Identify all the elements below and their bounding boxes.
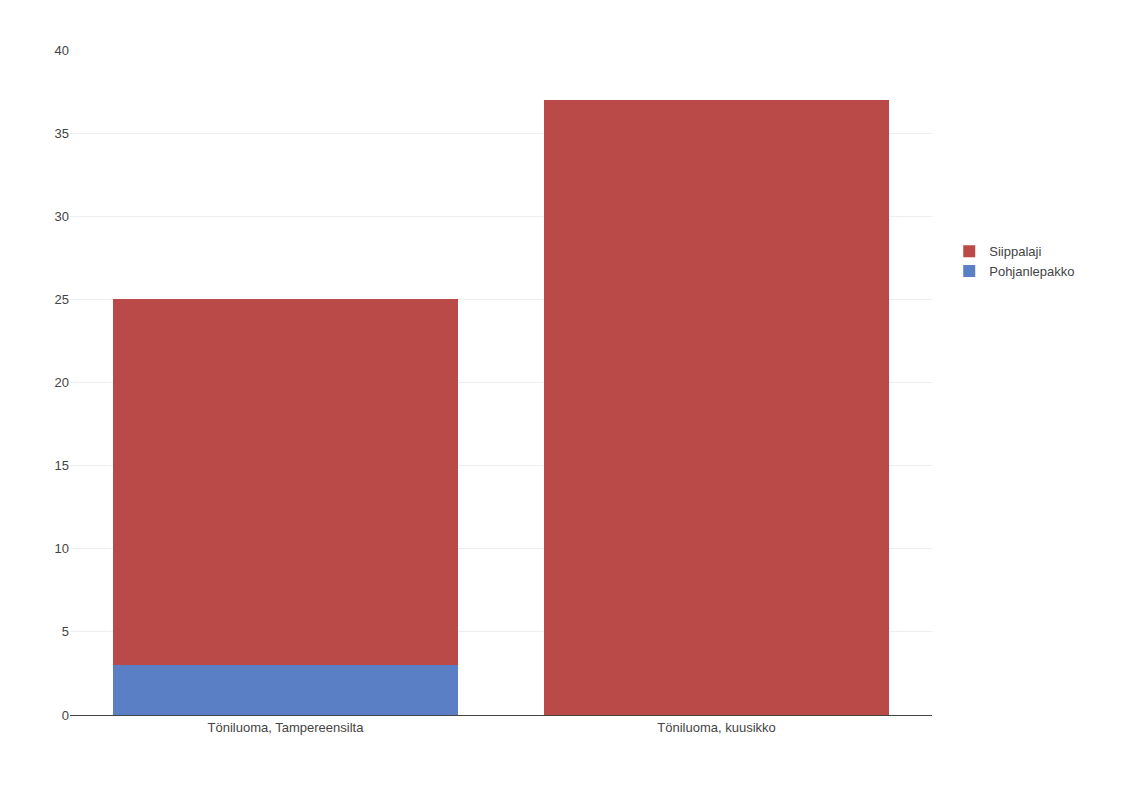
svg-text:20: 20	[55, 375, 69, 390]
svg-text:40: 40	[55, 43, 69, 58]
svg-text:Töniluoma, kuusikko: Töniluoma, kuusikko	[657, 720, 776, 735]
svg-text:35: 35	[55, 126, 69, 141]
svg-text:10: 10	[55, 541, 69, 556]
svg-text:Pohjanlepakko: Pohjanlepakko	[989, 264, 1074, 279]
svg-text:5: 5	[62, 624, 69, 639]
svg-text:0: 0	[62, 708, 69, 723]
svg-text:25: 25	[55, 292, 69, 307]
svg-text:Siippalaji: Siippalaji	[989, 244, 1041, 259]
svg-text:Töniluoma, Tampereensilta: Töniluoma, Tampereensilta	[208, 720, 365, 735]
svg-text:15: 15	[55, 458, 69, 473]
svg-text:30: 30	[55, 209, 69, 224]
